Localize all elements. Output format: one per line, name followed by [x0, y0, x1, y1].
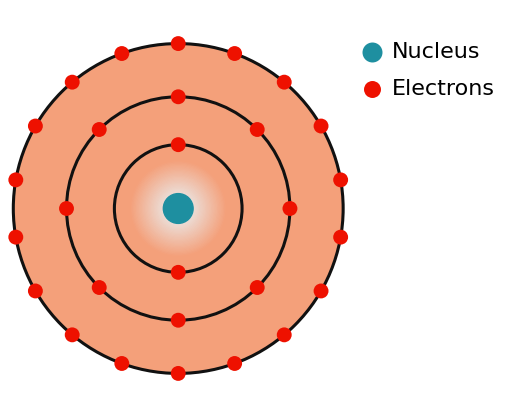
Point: [31, 288, 40, 294]
Circle shape: [133, 163, 224, 254]
Circle shape: [153, 183, 203, 234]
Circle shape: [177, 207, 179, 210]
Point: [253, 126, 262, 133]
Circle shape: [175, 205, 182, 212]
Point: [280, 332, 289, 338]
Circle shape: [134, 164, 222, 253]
Circle shape: [158, 188, 199, 229]
Circle shape: [167, 198, 189, 219]
Point: [317, 288, 325, 294]
Point: [174, 40, 182, 47]
Circle shape: [137, 167, 220, 250]
Point: [174, 141, 182, 148]
Circle shape: [145, 175, 212, 242]
Circle shape: [172, 203, 184, 214]
Circle shape: [163, 193, 193, 224]
Circle shape: [131, 162, 225, 255]
Circle shape: [140, 170, 217, 247]
Circle shape: [155, 186, 201, 231]
Circle shape: [165, 195, 191, 222]
Circle shape: [176, 206, 181, 211]
Point: [95, 284, 103, 291]
Point: [174, 317, 182, 324]
Point: [68, 332, 77, 338]
Circle shape: [146, 176, 210, 241]
Point: [280, 79, 289, 85]
Circle shape: [170, 200, 187, 217]
Point: [253, 284, 262, 291]
Point: [337, 234, 345, 241]
Point: [118, 360, 126, 367]
Point: [68, 79, 77, 85]
Point: [337, 176, 345, 183]
Circle shape: [14, 43, 343, 374]
Circle shape: [154, 185, 202, 232]
Circle shape: [159, 189, 197, 228]
Point: [286, 205, 294, 212]
Point: [317, 123, 325, 129]
Circle shape: [143, 174, 213, 243]
Circle shape: [148, 178, 208, 239]
Circle shape: [163, 193, 194, 224]
Point: [230, 50, 239, 57]
Circle shape: [171, 201, 185, 216]
Circle shape: [130, 161, 226, 256]
Point: [118, 50, 126, 57]
Circle shape: [152, 182, 205, 235]
Point: [31, 123, 40, 129]
Point: [174, 370, 182, 377]
Circle shape: [138, 168, 219, 249]
Circle shape: [160, 191, 196, 226]
Circle shape: [164, 194, 193, 223]
Circle shape: [139, 169, 218, 248]
Point: [95, 126, 103, 133]
Circle shape: [141, 171, 215, 246]
Point: [230, 360, 239, 367]
Point: [174, 93, 182, 100]
Circle shape: [135, 166, 221, 251]
Point: [174, 269, 182, 276]
Point: [368, 48, 377, 55]
Point: [63, 205, 71, 212]
Text: Nucleus: Nucleus: [392, 42, 480, 62]
Circle shape: [151, 181, 206, 236]
Circle shape: [150, 180, 207, 237]
Circle shape: [142, 173, 214, 244]
Circle shape: [166, 196, 190, 221]
Point: [368, 85, 377, 92]
Point: [11, 176, 20, 183]
Text: Electrons: Electrons: [392, 79, 495, 99]
Point: [11, 234, 20, 241]
Circle shape: [162, 192, 195, 225]
Circle shape: [169, 199, 188, 218]
Circle shape: [147, 177, 209, 240]
Circle shape: [157, 187, 200, 230]
Circle shape: [173, 204, 183, 213]
